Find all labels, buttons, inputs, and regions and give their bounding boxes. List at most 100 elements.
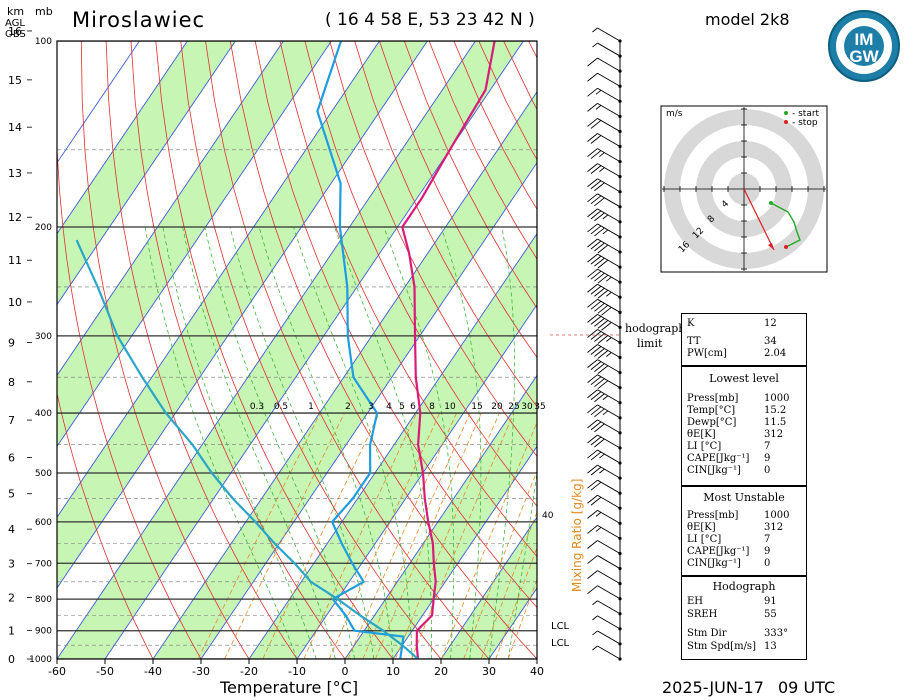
mu-thetae-value: 312 bbox=[764, 522, 784, 533]
wind-barb-feather bbox=[590, 436, 602, 446]
temperature-axis-label: Temperature [°C] bbox=[220, 678, 359, 697]
wind-barb-feather bbox=[587, 163, 598, 173]
wind-barb-feather bbox=[594, 393, 605, 403]
dry-adiabat bbox=[279, 41, 537, 558]
wind-barb-half-feather bbox=[602, 229, 609, 235]
km-tick-label: 14 bbox=[8, 121, 22, 134]
hodograph-stop-point bbox=[784, 245, 788, 249]
adiabat-40-label: 40 bbox=[542, 511, 554, 521]
wind-barb-feather bbox=[597, 350, 609, 359]
mixing-ratio-tick-label: 30 bbox=[521, 402, 533, 412]
wind-barb bbox=[597, 314, 621, 328]
wind-barb-feather bbox=[590, 376, 602, 386]
mixing-ratio-tick-label: 2 bbox=[345, 402, 351, 412]
pressure-tick-label: 1000 bbox=[29, 655, 52, 665]
pressure-tick-label: 800 bbox=[35, 595, 52, 605]
km-tick-label: 16 bbox=[8, 25, 22, 38]
wind-barb bbox=[597, 238, 621, 253]
lowest-cape-label: CAPE[Jkg⁻¹] bbox=[687, 453, 750, 464]
isotherm-line bbox=[57, 41, 188, 235]
hodo-stmspd-value: 13 bbox=[764, 641, 777, 652]
dry-adiabat bbox=[329, 41, 537, 458]
isotherm-line bbox=[152, 91, 537, 659]
x-tick-label: -50 bbox=[96, 665, 114, 678]
legend-stop-dot bbox=[784, 120, 788, 124]
wind-barb bbox=[597, 374, 621, 389]
wind-barb-feather bbox=[590, 180, 602, 190]
mixing-ratio-tick-label: 6 bbox=[410, 402, 416, 412]
wind-barb-feather bbox=[594, 348, 605, 357]
wind-barb bbox=[597, 72, 621, 87]
wind-barb-feather bbox=[587, 359, 598, 368]
hodograph-limit-label-2: limit bbox=[637, 337, 663, 350]
wind-barb bbox=[597, 570, 621, 585]
wind-barb bbox=[597, 525, 621, 539]
x-tick-label: 10 bbox=[386, 665, 400, 678]
km-tick-label: 12 bbox=[8, 211, 22, 224]
mixing-ratio-tick-label: 1 bbox=[308, 402, 314, 412]
wind-barb-feather bbox=[587, 509, 598, 519]
station-title: Miroslawiec bbox=[72, 8, 206, 32]
wind-barb bbox=[597, 479, 621, 494]
isotherm-line bbox=[57, 41, 380, 519]
index-pw-label: PW[cm] bbox=[687, 348, 727, 359]
hodo-sreh-label: SREH bbox=[687, 609, 718, 620]
hodograph-stop-legend: - stop bbox=[792, 118, 818, 128]
wind-barb-feather bbox=[590, 195, 602, 205]
wind-barb-feather bbox=[590, 240, 602, 250]
storm-motion-vector bbox=[743, 188, 775, 251]
lowest-cin-value: 0 bbox=[764, 465, 771, 476]
x-tick-label: 0 bbox=[342, 665, 349, 678]
wind-barb-feather bbox=[587, 570, 598, 579]
moist-adiabat bbox=[383, 226, 455, 659]
km-tick-label: 0 bbox=[8, 653, 15, 666]
wind-barb-half-feather bbox=[599, 468, 605, 474]
isotherm-line bbox=[57, 41, 428, 589]
wind-barb-feather bbox=[587, 555, 598, 564]
wind-barb-feather bbox=[594, 378, 605, 388]
wind-barb-feather bbox=[594, 333, 605, 342]
wind-barb-feather bbox=[594, 408, 605, 418]
wind-barb-feather bbox=[590, 466, 602, 476]
km-tick-label: 2 bbox=[8, 591, 15, 604]
km-tick-label: 5 bbox=[8, 488, 15, 501]
isotherm-line bbox=[344, 374, 537, 659]
km-tick-label: 7 bbox=[8, 414, 15, 427]
date-label: 2025-JUN-17 bbox=[662, 678, 764, 697]
wind-barb-half-feather bbox=[599, 152, 605, 157]
wind-barb-feather bbox=[597, 289, 609, 299]
hodo-stmdir-value: 333° bbox=[764, 628, 789, 639]
hodograph-indices-box: Hodograph EH 91 SREH 55 Stm Dir 333° Stm… bbox=[681, 576, 807, 660]
isotherm-line bbox=[296, 303, 537, 659]
wind-barb-feather bbox=[590, 406, 602, 416]
x-tick-label: 40 bbox=[530, 665, 544, 678]
mu-cape-label: CAPE[Jkg⁻¹] bbox=[687, 546, 750, 557]
wind-barb-feather bbox=[594, 242, 605, 252]
isotherm-line bbox=[57, 41, 140, 164]
hodo-eh-label: EH bbox=[687, 596, 704, 607]
isotherm-line bbox=[57, 41, 476, 659]
wind-barb-feather bbox=[587, 103, 598, 112]
wind-barb bbox=[597, 87, 621, 102]
wind-barb-half-feather bbox=[602, 410, 609, 416]
hodograph-ring-label: 4 bbox=[720, 199, 731, 210]
wind-barb bbox=[597, 359, 621, 373]
wind-barb bbox=[597, 148, 621, 162]
wind-barb bbox=[597, 419, 621, 434]
wind-barb-half-feather bbox=[595, 511, 602, 517]
mu-cin-value: 0 bbox=[764, 558, 771, 569]
hodograph-start-legend: - start bbox=[792, 109, 820, 119]
wind-barb-feather bbox=[590, 285, 602, 295]
obs-label: OBS bbox=[5, 29, 26, 40]
x-tick-label: -20 bbox=[240, 665, 258, 678]
mixing-ratio-tick-label: 15 bbox=[471, 402, 482, 412]
wind-barb bbox=[597, 283, 621, 298]
wind-barb bbox=[597, 298, 621, 313]
wind-barb-feather bbox=[587, 253, 598, 263]
mb-axis-label: mb bbox=[35, 5, 53, 18]
dry-adiabat bbox=[354, 41, 537, 408]
hodo-stmdir-label: Stm Dir bbox=[687, 628, 727, 639]
isotherm-line bbox=[57, 41, 236, 306]
wind-barb bbox=[597, 178, 621, 193]
pressure-tick-label: 300 bbox=[35, 332, 52, 342]
